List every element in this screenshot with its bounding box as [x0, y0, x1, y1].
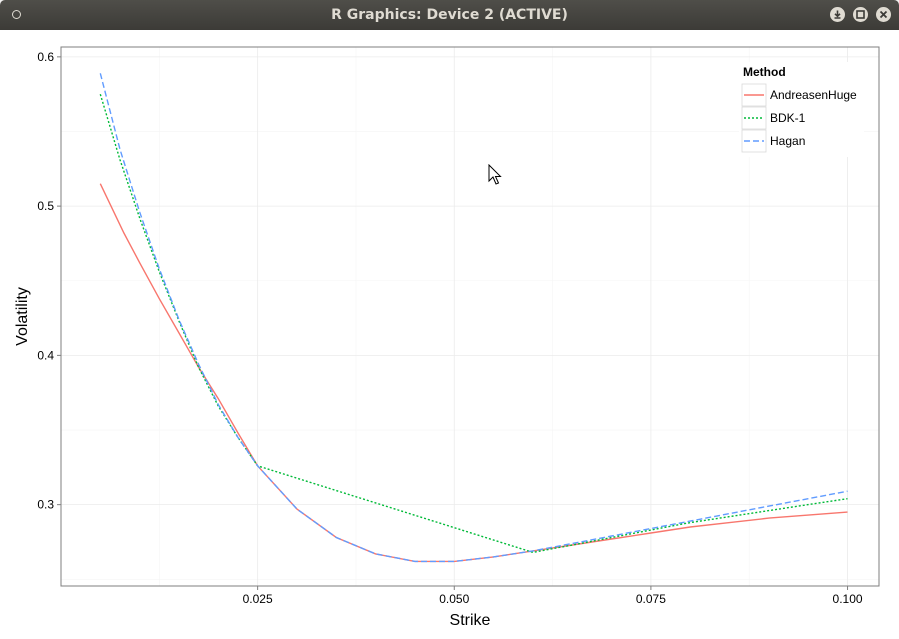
window-title: R Graphics: Device 2 (ACTIVE) — [331, 7, 568, 23]
legend-label-andreasenhuge: AndreasenHuge — [770, 88, 857, 102]
mouse-pointer-icon — [488, 164, 502, 185]
legend-label-bdk-1: BDK-1 — [770, 111, 806, 125]
x-tick-label: 0.075 — [636, 592, 666, 606]
x-tick-label: 0.050 — [439, 592, 469, 606]
minimize-icon — [834, 10, 841, 19]
y-tick-label: 0.4 — [37, 348, 54, 362]
plot-panel-border — [60, 46, 880, 587]
window-titlebar[interactable]: R Graphics: Device 2 (ACTIVE) — [0, 0, 899, 30]
legend-title: Method — [743, 65, 786, 79]
y-tick-label: 0.3 — [37, 498, 54, 512]
y-tick-label: 0.6 — [37, 50, 54, 64]
legend-label-hagan: Hagan — [770, 134, 805, 148]
series-line-bdk-1 — [99, 93, 848, 554]
y-axis-title: Volatility — [14, 287, 31, 346]
plot-canvas: 0.025 0.050 0.075 0.100 0.3 0.4 0.5 0.6 Strike Vo… — [0, 30, 899, 639]
x-axis-title: Strike — [450, 612, 491, 629]
maximize-icon — [856, 10, 865, 19]
close-button[interactable] — [876, 7, 891, 22]
volatility-chart: 0.025 0.050 0.075 0.100 0.3 0.4 0.5 0.6 Strike Vo… — [14, 46, 880, 629]
x-tick-label: 0.100 — [833, 592, 863, 606]
minimize-button[interactable] — [830, 7, 845, 22]
maximize-button[interactable] — [853, 7, 868, 22]
y-tick-label: 0.5 — [37, 199, 54, 213]
close-icon — [879, 10, 888, 19]
x-tick-label: 0.025 — [243, 592, 273, 606]
window-menu-icon[interactable] — [12, 10, 21, 19]
series-line-hagan — [99, 73, 848, 563]
